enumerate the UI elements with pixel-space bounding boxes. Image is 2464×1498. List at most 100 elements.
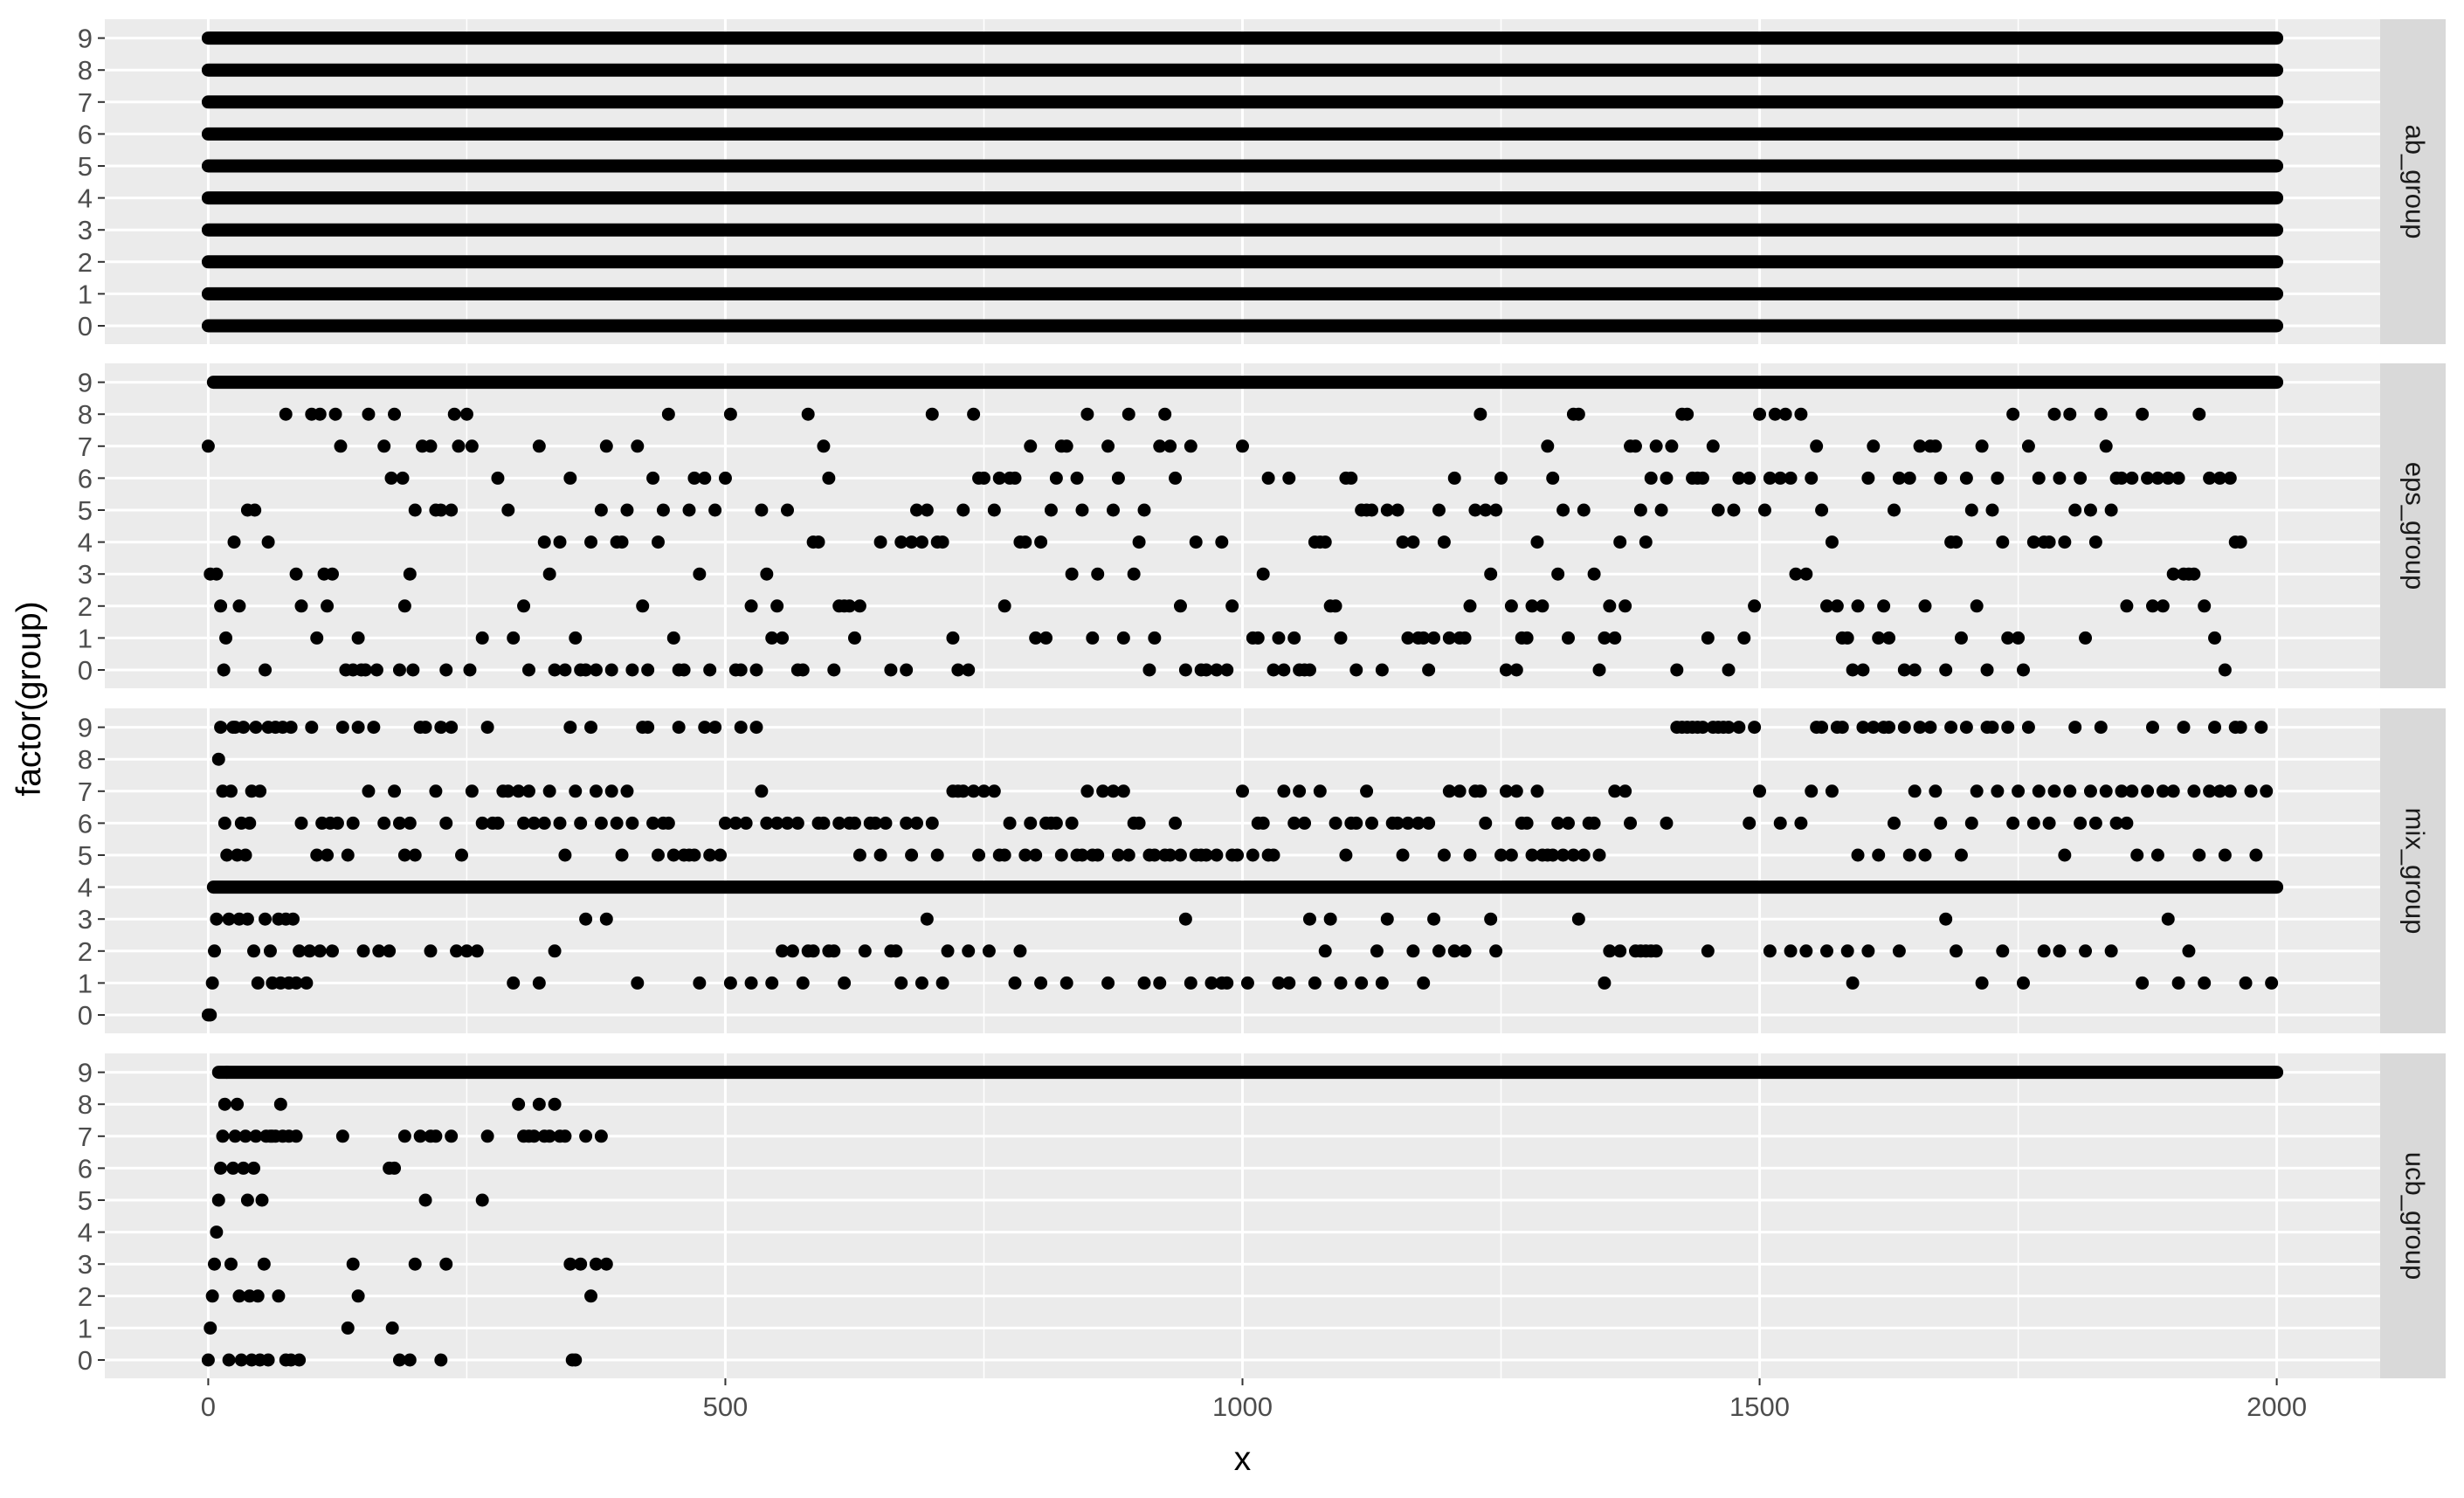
data-point — [1240, 976, 1254, 990]
data-point — [358, 663, 372, 677]
data-point — [1861, 944, 1875, 958]
data-point — [388, 1161, 402, 1175]
data-point — [1463, 599, 1477, 613]
data-point — [852, 848, 866, 862]
data-point — [1918, 599, 1932, 613]
data-point — [615, 848, 629, 862]
data-point — [1603, 944, 1617, 958]
data-point — [1872, 848, 1886, 862]
data-point — [396, 471, 410, 485]
data-point — [1370, 944, 1384, 958]
data-point — [459, 407, 473, 421]
data-point — [708, 503, 722, 517]
data-point — [2047, 407, 2061, 421]
data-point — [1432, 503, 1446, 517]
data-point — [1417, 976, 1431, 990]
data-point — [2016, 663, 2030, 677]
data-point — [2016, 976, 2030, 990]
data-point — [248, 503, 262, 517]
data-point — [1639, 535, 1653, 549]
data-point — [651, 535, 665, 549]
data-point — [951, 663, 965, 677]
data-point — [377, 816, 391, 830]
data-point — [228, 1129, 242, 1143]
data-point — [1551, 567, 1565, 581]
y-tick-label: 1 — [78, 968, 93, 998]
data-point — [475, 1193, 489, 1207]
data-point — [220, 1066, 234, 1080]
facet-strip — [2380, 1053, 2446, 1378]
data-point — [1970, 784, 1984, 798]
data-point — [1282, 976, 1296, 990]
data-point — [289, 1129, 303, 1143]
data-point — [1380, 912, 1394, 926]
data-point — [214, 721, 228, 735]
data-point — [341, 848, 355, 862]
data-point — [620, 503, 634, 517]
data-point — [714, 848, 728, 862]
data-point — [905, 535, 919, 549]
data-point — [1856, 721, 1870, 735]
data-point — [1525, 848, 1539, 862]
data-point — [1887, 503, 1901, 517]
data-point — [377, 439, 391, 453]
data-point — [687, 471, 701, 485]
data-point — [1624, 816, 1638, 830]
data-point — [341, 1321, 355, 1335]
data-point — [1934, 816, 1948, 830]
data-point — [424, 944, 438, 958]
data-point — [1437, 848, 1451, 862]
y-tick-label: 3 — [78, 559, 93, 590]
data-point — [1173, 599, 1187, 613]
data-point — [1334, 976, 1348, 990]
data-point — [599, 1257, 613, 1271]
data-point — [216, 1129, 230, 1143]
data-point — [1499, 663, 1513, 677]
data-point — [1323, 912, 1337, 926]
data-point — [1737, 631, 1751, 645]
data-point — [2083, 503, 2097, 517]
data-point — [1375, 663, 1389, 677]
data-point — [222, 912, 236, 926]
data-point — [335, 1129, 349, 1143]
y-tick-label: 2 — [78, 591, 93, 622]
x-tick-label: 2000 — [2247, 1391, 2307, 1422]
data-point — [1293, 784, 1307, 798]
facet-strip — [2380, 363, 2446, 688]
data-point — [1169, 816, 1183, 830]
data-point — [1173, 848, 1187, 862]
data-point — [2074, 471, 2088, 485]
data-point — [1034, 535, 1048, 549]
data-point — [2026, 816, 2040, 830]
data-point — [2249, 848, 2263, 862]
data-point — [1985, 721, 1999, 735]
data-point — [1484, 912, 1498, 926]
facet-strip — [2380, 19, 2446, 344]
data-point — [1049, 816, 1063, 830]
data-point — [521, 663, 535, 677]
data-point — [641, 721, 655, 735]
y-tick-label: 9 — [78, 368, 93, 398]
data-point — [205, 976, 219, 990]
data-point — [1970, 599, 1984, 613]
data-point — [594, 816, 608, 830]
data-point — [372, 944, 386, 958]
data-point — [313, 407, 327, 421]
data-point — [429, 1129, 443, 1143]
data-point — [1427, 912, 1441, 926]
data-point — [403, 1353, 417, 1367]
data-point — [962, 663, 976, 677]
data-point — [2192, 407, 2206, 421]
data-point — [858, 944, 872, 958]
data-point — [1122, 407, 1135, 421]
data-point — [470, 944, 484, 958]
data-point — [2260, 784, 2274, 798]
data-point — [946, 631, 960, 645]
data-point — [1411, 816, 1425, 830]
y-tick-label: 8 — [78, 1089, 93, 1120]
data-point — [439, 1257, 453, 1271]
data-point — [413, 1129, 427, 1143]
data-point — [475, 631, 489, 645]
data-point — [224, 784, 238, 798]
data-point — [935, 976, 949, 990]
